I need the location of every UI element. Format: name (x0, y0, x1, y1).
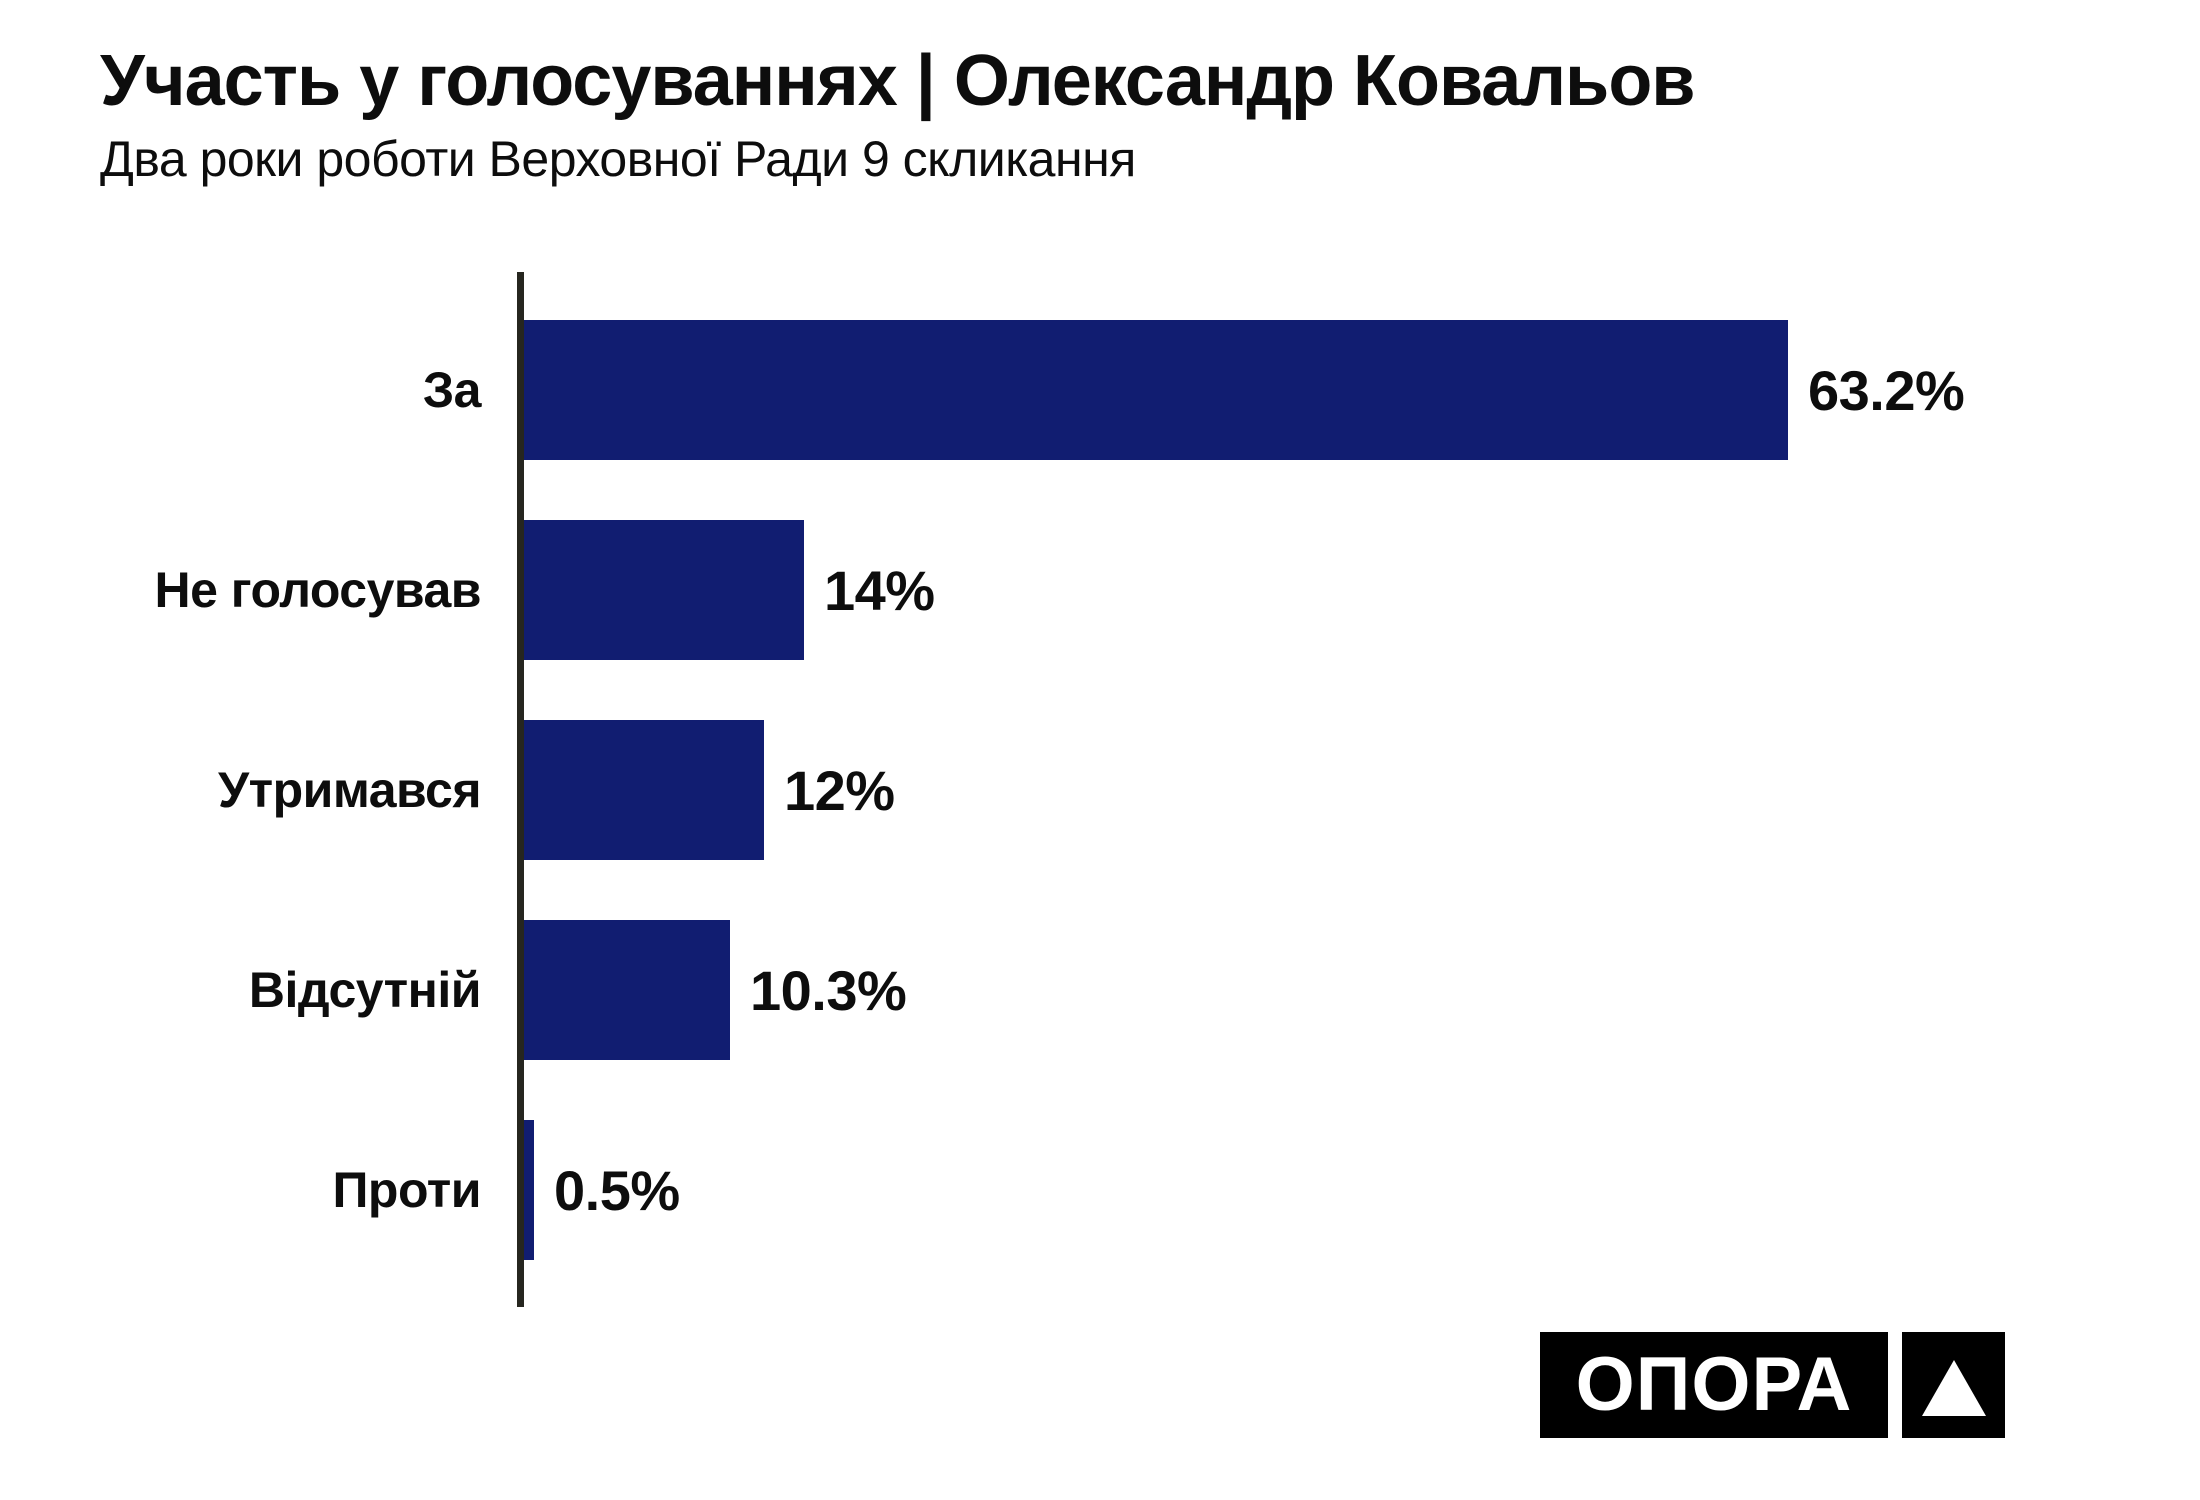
opora-logo-text: ОПОРА (1575, 1342, 1853, 1427)
bar-category-label: Утримався (218, 762, 481, 818)
bar (524, 920, 730, 1060)
bar-category-label: Відсутній (248, 962, 482, 1018)
bar-value-label: 12% (784, 758, 895, 822)
bar (524, 1120, 534, 1260)
bar-category-label: Проти (332, 1162, 481, 1218)
bar-value-label: 0.5% (554, 1158, 680, 1222)
bar-row: Утримався 12% (0, 720, 2200, 860)
bar-value-label: 14% (824, 558, 935, 622)
opora-logo-mark (1902, 1332, 2005, 1438)
bar-row: Відсутній 10.3% (0, 920, 2200, 1060)
category-axis-line (517, 272, 524, 1307)
bar (524, 320, 1788, 460)
bar-row: Проти 0.5% (0, 1120, 2200, 1260)
chart-header: Участь у голосуваннях | Олександр Коваль… (100, 41, 1696, 188)
bar-row: Не голосував 14% (0, 520, 2200, 660)
bar-category-label: За (422, 362, 482, 418)
bar-value-label: 63.2% (1808, 358, 1965, 422)
bar (524, 520, 804, 660)
bar-value-label: 10.3% (750, 958, 907, 1022)
page-title: Участь у голосуваннях | Олександр Коваль… (100, 41, 1696, 121)
opora-logo-wordmark: ОПОРА (1540, 1332, 1888, 1438)
page-subtitle: Два роки роботи Верховної Ради 9 скликан… (100, 130, 1136, 187)
bar (524, 720, 764, 860)
bar-rows: За 63.2% Не голосував 14% Утримався 12% Відсут… (0, 320, 2200, 1320)
opora-logo: ОПОРА (1540, 1332, 2005, 1438)
bar-category-label: Не голосував (154, 562, 482, 618)
triangle-up-icon (1921, 1360, 1986, 1416)
bar-row: За 63.2% (0, 320, 2200, 460)
